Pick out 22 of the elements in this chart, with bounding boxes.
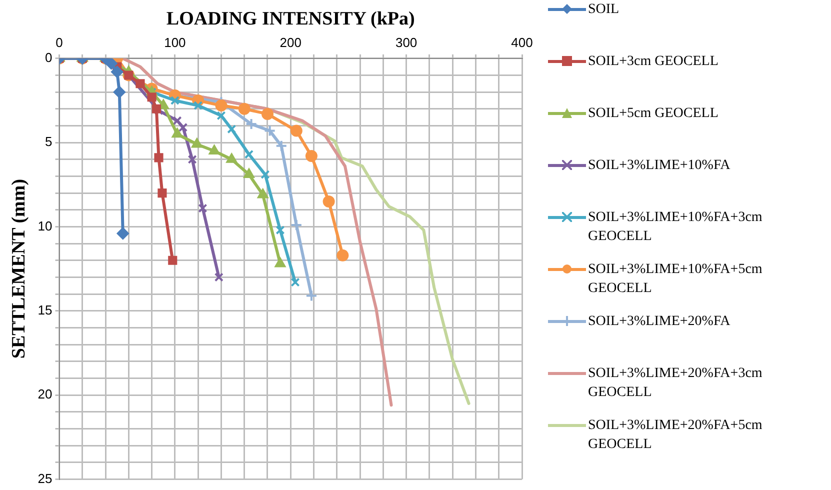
y-tick-label: 25 [38, 470, 52, 486]
legend-label: SOIL+3%LIME+10%FA+5cm GEOCELL [588, 261, 764, 298]
y-tick-label: 15 [38, 302, 52, 318]
legend-label: SOIL+3%LIME+20%FA+3cm GEOCELL [588, 365, 764, 402]
legend-label: SOIL+3%LIME+10%FA+3cm GEOCELL [588, 209, 764, 246]
y-tick-label: 10 [38, 218, 52, 234]
legend-label: SOIL+3%LIME+10%FA [588, 157, 732, 175]
y-tick-label: 5 [45, 134, 52, 150]
legend-label: SOIL+3%LIME+20%FA+5cm GEOCELL [588, 417, 764, 454]
x-tick-label: 200 [280, 35, 302, 50]
x-tick-label: 300 [395, 35, 418, 50]
x-tick-label: 100 [164, 35, 186, 50]
y-tick-label: 20 [38, 386, 52, 402]
x-tick-label: 400 [511, 35, 533, 50]
y-tick-label: 0 [45, 50, 52, 65]
legend-label: SOIL+3cm GEOCELL [588, 53, 720, 71]
legend-label: SOIL+5cm GEOCELL [588, 105, 720, 123]
y-axis-title: SETTLEMENT (mm) [8, 178, 30, 359]
x-axis-title: LOADING INTENSITY (kPa) [166, 8, 415, 30]
legend-label: SOIL+3%LIME+20%FA [588, 313, 732, 331]
legend-label: SOIL [588, 1, 620, 19]
x-tick-label: 0 [56, 35, 63, 50]
